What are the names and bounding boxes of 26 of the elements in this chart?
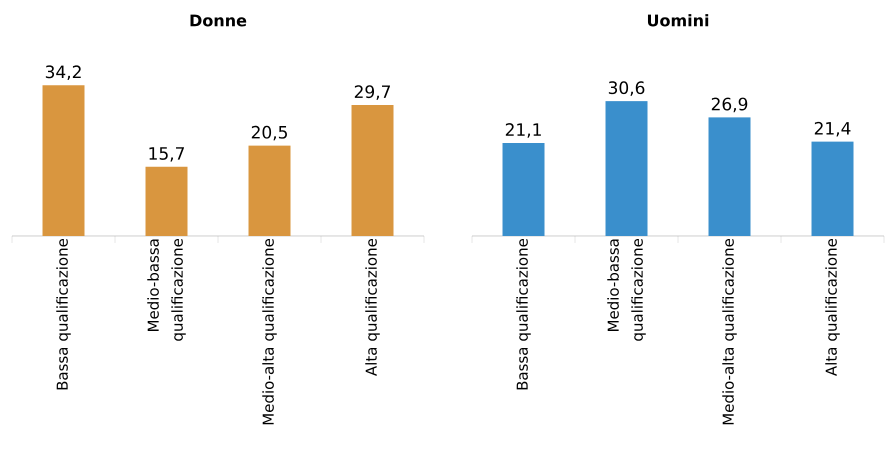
data-label: 30,6 <box>608 81 644 96</box>
chart-title: Uomini <box>648 14 708 26</box>
x-tick-label: Medio-bassa qualificazione <box>147 238 186 341</box>
data-label: 20,5 <box>252 126 287 140</box>
x-tick-label: Alta qualificazione <box>365 238 380 376</box>
data-label: 15,7 <box>149 147 184 162</box>
x-tick-label: Medio-alta qualificazione <box>722 238 737 424</box>
data-label: 21,4 <box>814 122 850 136</box>
x-tick-label: Bassa qualificazione <box>56 238 71 390</box>
data-label: 26,9 <box>712 98 748 112</box>
x-tick-label: Alta qualificazione <box>825 238 840 376</box>
data-label: 34,2 <box>46 65 81 80</box>
x-tick-label: Medio-alta qualificazione <box>262 238 277 424</box>
bar <box>248 146 291 236</box>
chart-title: Donne <box>190 14 246 26</box>
bar <box>812 142 854 236</box>
x-tick-label: Medio-bassa qualificazione <box>607 238 646 341</box>
bar <box>352 105 394 236</box>
bar <box>502 142 545 236</box>
bar <box>42 85 85 236</box>
data-label: 21,1 <box>506 123 541 138</box>
bar <box>146 166 188 236</box>
data-label: 29,7 <box>354 85 390 100</box>
bar <box>606 101 648 236</box>
bar <box>708 117 751 236</box>
x-tick-label: Bassa qualificazione <box>516 238 531 390</box>
